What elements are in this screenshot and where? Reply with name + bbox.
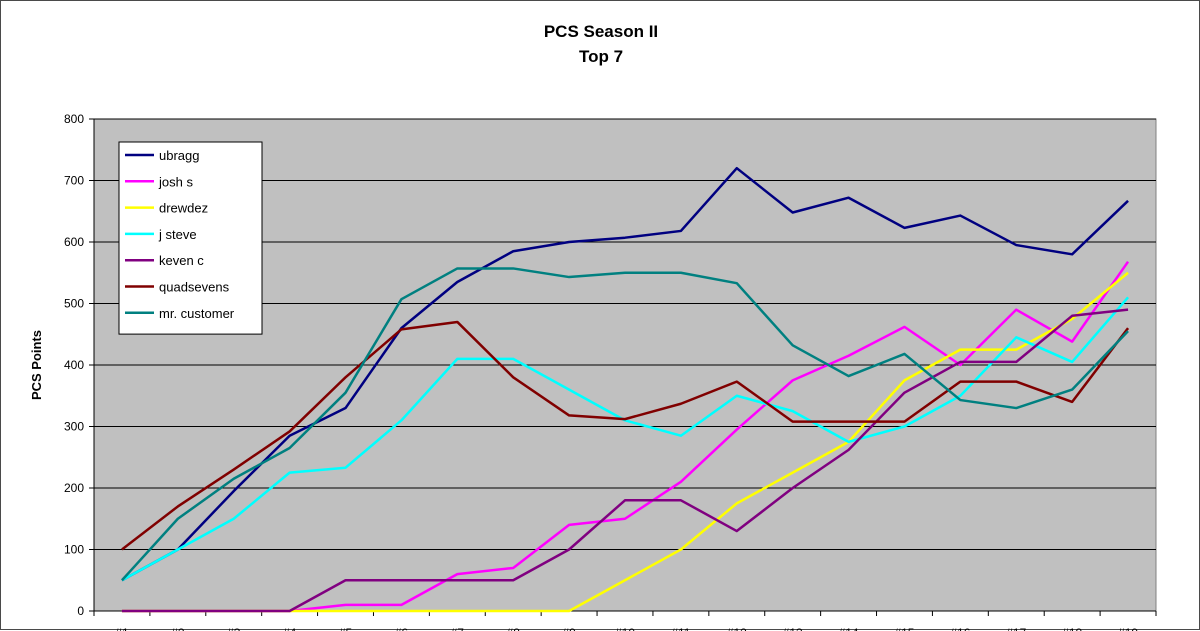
y-tick-label: 800 xyxy=(64,112,84,126)
series-line-quadsevens xyxy=(121,320,1130,551)
series-line-keven-c xyxy=(121,308,1129,613)
chart-title-block: PCS Season II Top 7 xyxy=(1,19,1200,69)
x-tick-label: #17 xyxy=(1006,626,1026,631)
x-tick-label: #7 xyxy=(451,626,465,631)
y-tick-label: 0 xyxy=(77,604,84,618)
x-tick-label: #15 xyxy=(894,626,914,631)
x-tick-label: #5 xyxy=(339,626,353,631)
legend-label: ubragg xyxy=(159,148,199,163)
y-tick-label: 400 xyxy=(64,358,84,372)
x-tick-label: #18 xyxy=(1062,626,1082,631)
x-tick-label: #1 xyxy=(115,626,129,631)
series-line-mr-customer xyxy=(121,267,1129,582)
y-tick-label: 300 xyxy=(64,420,84,434)
x-tick-label: #16 xyxy=(950,626,970,631)
x-tick-label: #6 xyxy=(395,626,409,631)
legend-label: drewdez xyxy=(159,201,208,216)
x-tick-label: #11 xyxy=(671,626,690,631)
legend-label: quadsevens xyxy=(159,280,230,295)
x-tick-label: #10 xyxy=(615,626,635,631)
x-tick-label: #13 xyxy=(783,626,803,631)
chart-subtitle: Top 7 xyxy=(578,47,624,66)
legend-label: keven c xyxy=(159,253,204,268)
x-tick-label: #3 xyxy=(227,626,241,631)
x-tick-label: #12 xyxy=(727,626,747,631)
legend-label: mr. customer xyxy=(159,306,235,321)
legend-label: j steve xyxy=(158,227,197,242)
x-tick-label: #2 xyxy=(171,626,185,631)
x-tick-label: #9 xyxy=(562,626,576,631)
x-tick-label: #14 xyxy=(839,626,859,631)
y-tick-label: 600 xyxy=(64,235,84,249)
legend-box xyxy=(118,141,263,335)
y-tick-label: 100 xyxy=(64,543,84,557)
y-axis-title: PCS Points xyxy=(29,330,44,400)
y-tick-label: 200 xyxy=(64,481,84,495)
x-tick-label: #4 xyxy=(283,626,297,631)
x-tick-label: #8 xyxy=(507,626,521,631)
chart-title: PCS Season II xyxy=(543,22,659,41)
legend-label: josh s xyxy=(158,174,193,189)
y-tick-label: 700 xyxy=(64,174,84,188)
series-line-ubragg xyxy=(121,166,1129,582)
y-tick-label: 500 xyxy=(64,297,84,311)
x-tick-label: #19 xyxy=(1118,626,1138,631)
